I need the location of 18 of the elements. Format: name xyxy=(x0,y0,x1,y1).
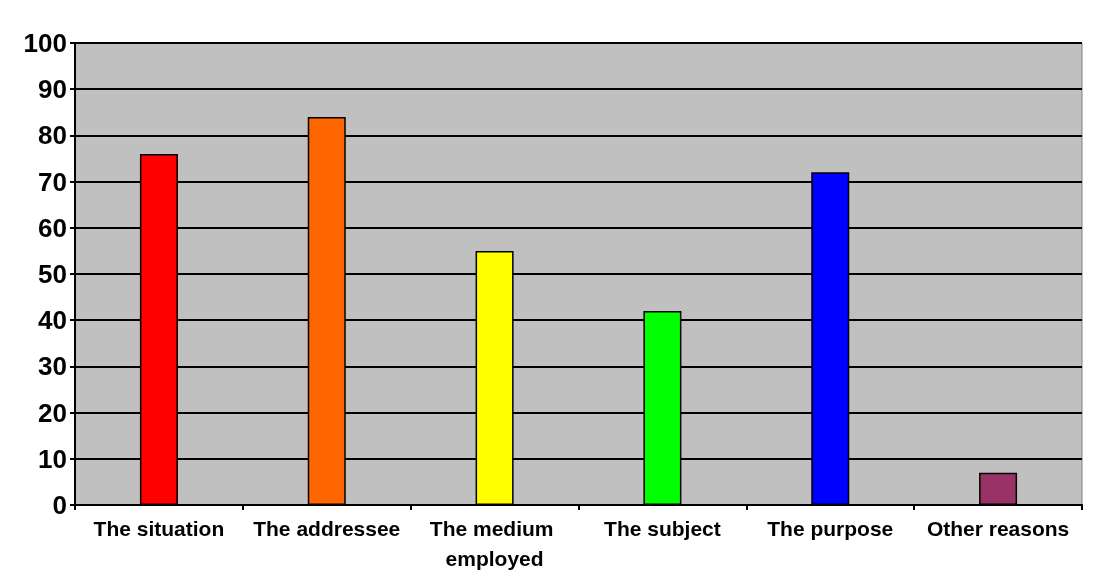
bar xyxy=(979,472,1018,505)
y-tick-label: 10 xyxy=(38,443,67,474)
y-tick-label: 30 xyxy=(38,351,67,382)
y-tick-label: 60 xyxy=(38,212,67,243)
y-tick-label: 20 xyxy=(38,397,67,428)
y-tick-label: 40 xyxy=(38,305,67,336)
y-tick-label: 80 xyxy=(38,120,67,151)
x-tick-label: The purpose xyxy=(767,516,894,540)
x-tick-label: Other reasons xyxy=(926,516,1070,540)
y-tick-label: 0 xyxy=(52,490,67,520)
x-tick-label: The situation xyxy=(93,516,225,540)
y-tick-label: 50 xyxy=(38,259,67,289)
x-tick-label: The addressee xyxy=(253,516,401,540)
x-tick-label: The subject xyxy=(604,516,721,540)
y-tick-label: 70 xyxy=(38,166,67,197)
y-tick-label: 90 xyxy=(38,74,67,105)
x-tick-label: The medium employed xyxy=(429,516,560,570)
y-tick-label: 100 xyxy=(23,28,67,58)
